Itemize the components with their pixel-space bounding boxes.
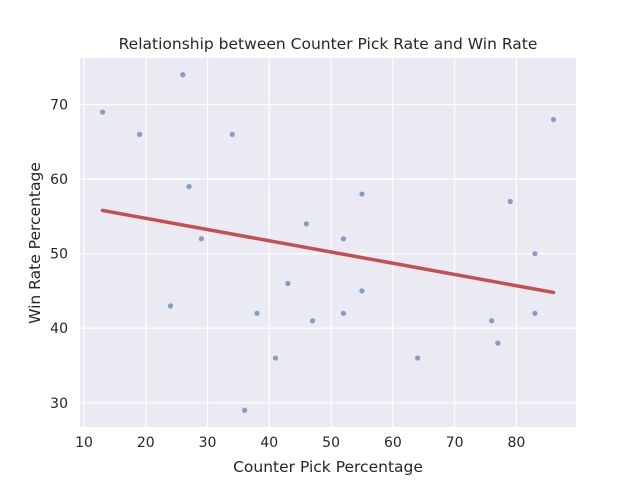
x-tick-label: 40 — [260, 435, 278, 451]
data-point — [242, 407, 248, 413]
data-point — [414, 355, 421, 361]
x-tick-label: 10 — [75, 435, 93, 451]
data-point — [303, 221, 309, 227]
x-tick-label: 70 — [446, 435, 464, 451]
plot-background — [80, 58, 576, 427]
data-point — [495, 340, 501, 346]
data-point — [167, 303, 174, 309]
data-point — [309, 318, 316, 324]
data-point — [272, 355, 279, 361]
data-point — [359, 288, 365, 294]
data-point — [186, 183, 192, 190]
x-tick-label: 50 — [322, 435, 340, 451]
x-tick-label: 80 — [507, 435, 525, 451]
y-tick-label: 30 — [50, 396, 68, 412]
x-axis-label: Counter Pick Percentage — [233, 458, 423, 476]
regression-line — [100, 208, 556, 295]
y-axis-label: Win Rate Percentage — [26, 162, 44, 324]
data-point — [489, 318, 495, 324]
y-tick-label: 60 — [50, 172, 68, 188]
data-point — [507, 198, 513, 205]
grid-lines — [80, 58, 576, 427]
data-point — [99, 109, 106, 115]
y-tick-label: 70 — [50, 98, 68, 114]
regression-line-group — [100, 208, 556, 295]
data-point — [340, 310, 347, 316]
data-point — [254, 310, 260, 316]
data-point — [229, 131, 235, 138]
data-point — [532, 310, 538, 316]
y-tick-label: 40 — [50, 321, 68, 337]
x-axis-ticks: 10 20 30 40 50 60 70 80 — [75, 435, 525, 451]
data-point — [359, 191, 365, 197]
data-point — [198, 236, 204, 242]
data-point — [550, 116, 557, 123]
x-tick-label: 20 — [137, 435, 155, 451]
y-tick-label: 50 — [50, 247, 68, 263]
data-point — [137, 131, 143, 138]
data-point — [532, 251, 538, 257]
data-point — [285, 280, 291, 287]
x-tick-label: 60 — [384, 435, 402, 451]
scatter-points — [99, 72, 557, 413]
y-axis-ticks: 30 40 50 60 70 — [50, 98, 68, 412]
data-point — [340, 236, 347, 242]
x-tick-label: 30 — [199, 435, 217, 451]
data-point — [180, 72, 186, 78]
chart-title: Relationship between Counter Pick Rate a… — [119, 35, 538, 53]
